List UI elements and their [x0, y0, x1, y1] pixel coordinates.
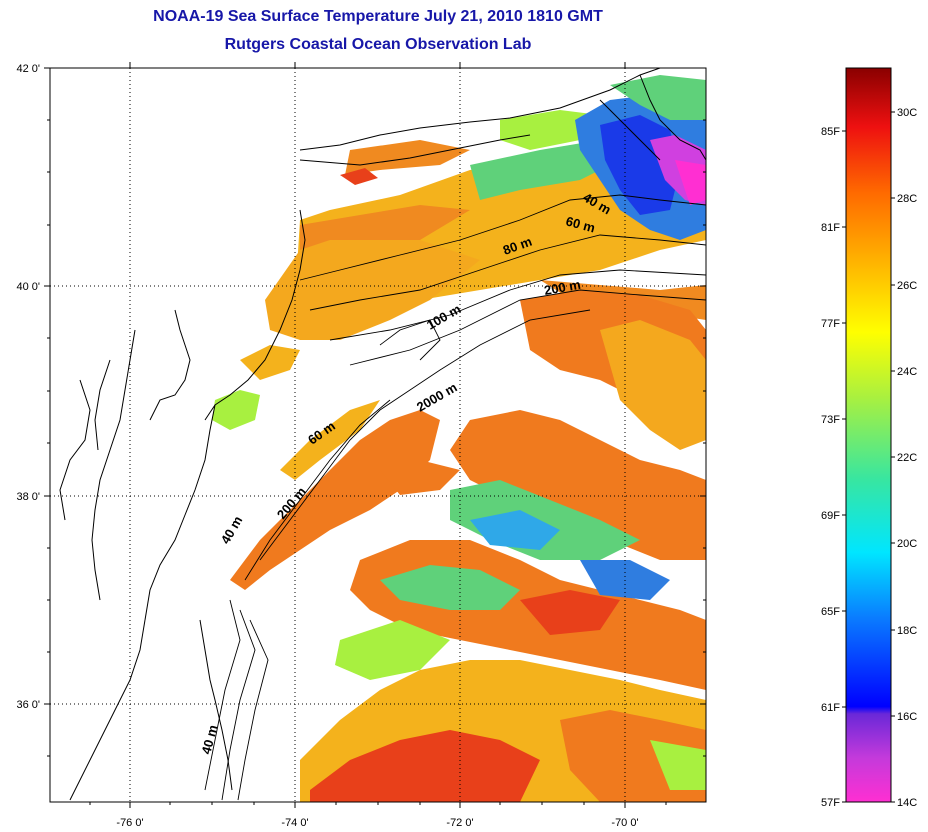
colorbar-c-label: 22C [897, 452, 917, 464]
depth-label: 40 m [198, 723, 220, 756]
depth-label: 40 m [218, 513, 246, 546]
colorbar-f-label: 57F [821, 797, 840, 809]
colorbar-f-label: 81F [821, 222, 840, 234]
colorbar-f-label: 61F [821, 702, 840, 714]
colorbar-c-label: 24C [897, 366, 917, 378]
colorbar-f-label: 77F [821, 318, 840, 330]
depth-label: 100 m [424, 301, 463, 332]
lon-label: -76 0' [116, 817, 143, 829]
colorbar-c-label: 20C [897, 538, 917, 550]
lat-label: 40 0' [16, 281, 40, 293]
lat-label: 38 0' [16, 491, 40, 503]
sst-imagery [212, 75, 706, 802]
colorbar-c-label: 18C [897, 625, 917, 637]
colorbar-scale [846, 68, 891, 802]
colorbar-f-label: 69F [821, 510, 840, 522]
colorbar-f-label: 65F [821, 606, 840, 618]
depth-label: 2000 m [414, 380, 460, 415]
colorbar-c-label: 14C [897, 797, 917, 809]
lon-label: -72 0' [446, 817, 473, 829]
lon-label: -74 0' [281, 817, 308, 829]
lat-label: 42 0' [16, 63, 40, 75]
lat-label: 36 0' [16, 699, 40, 711]
colorbar: 85F 81F 77F 73F 69F 65F 61F 57F 30C 28C … [821, 68, 917, 809]
colorbar-c-label: 16C [897, 711, 917, 723]
lon-label: -70 0' [611, 817, 638, 829]
colorbar-c-label: 26C [897, 280, 917, 292]
colorbar-c-label: 28C [897, 193, 917, 205]
colorbar-f-label: 73F [821, 414, 840, 426]
colorbar-c-label: 30C [897, 107, 917, 119]
colorbar-f-label: 85F [821, 126, 840, 138]
